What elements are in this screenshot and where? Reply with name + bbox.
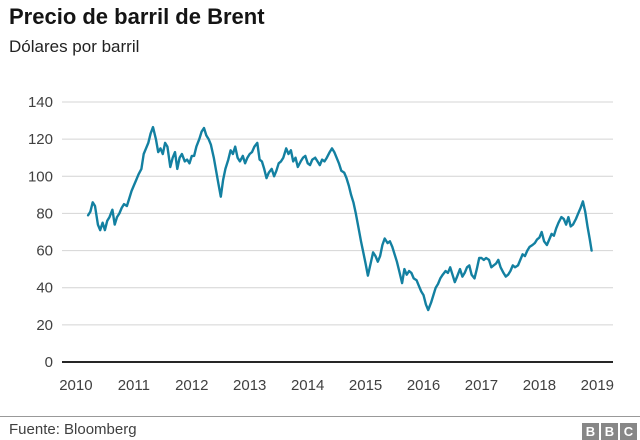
source-label: Fuente: Bloomberg xyxy=(9,421,137,438)
y-tick-label: 40 xyxy=(36,280,53,297)
y-tick-label: 20 xyxy=(36,317,53,334)
page-title: Precio de barril de Brent xyxy=(9,4,265,29)
chart-subtitle: Dólares por barril xyxy=(9,37,140,56)
x-tick-label: 2016 xyxy=(407,377,440,394)
footer-divider xyxy=(0,416,640,417)
x-axis-tick-labels: 2010 2011 2012 2013 2014 2015 2016 2017 2018 2019 xyxy=(59,377,614,394)
x-tick-label: 2010 xyxy=(59,377,92,394)
x-tick-label: 2014 xyxy=(291,377,324,394)
x-tick-label: 2015 xyxy=(349,377,382,394)
y-tick-label: 60 xyxy=(36,243,53,260)
bbc-logo-block: B xyxy=(601,423,618,440)
x-tick-label: 2019 xyxy=(581,377,614,394)
bbc-logo-block: B xyxy=(582,423,599,440)
y-tick-label: 100 xyxy=(28,168,53,185)
bbc-logo-block: C xyxy=(620,423,637,440)
y-tick-label: 140 xyxy=(28,94,53,111)
x-tick-label: 2017 xyxy=(465,377,498,394)
x-tick-label: 2011 xyxy=(118,377,150,394)
y-axis-tick-labels: 0 20 40 60 80 100 120 140 xyxy=(28,94,53,371)
y-tick-label: 0 xyxy=(45,354,53,371)
price-line-series xyxy=(86,125,593,312)
y-tick-label: 120 xyxy=(28,131,53,148)
x-tick-label: 2013 xyxy=(233,377,266,394)
x-tick-label: 2018 xyxy=(523,377,556,394)
y-tick-label: 80 xyxy=(36,205,53,222)
y-gridlines xyxy=(62,101,613,363)
x-tick-label: 2012 xyxy=(175,377,208,394)
